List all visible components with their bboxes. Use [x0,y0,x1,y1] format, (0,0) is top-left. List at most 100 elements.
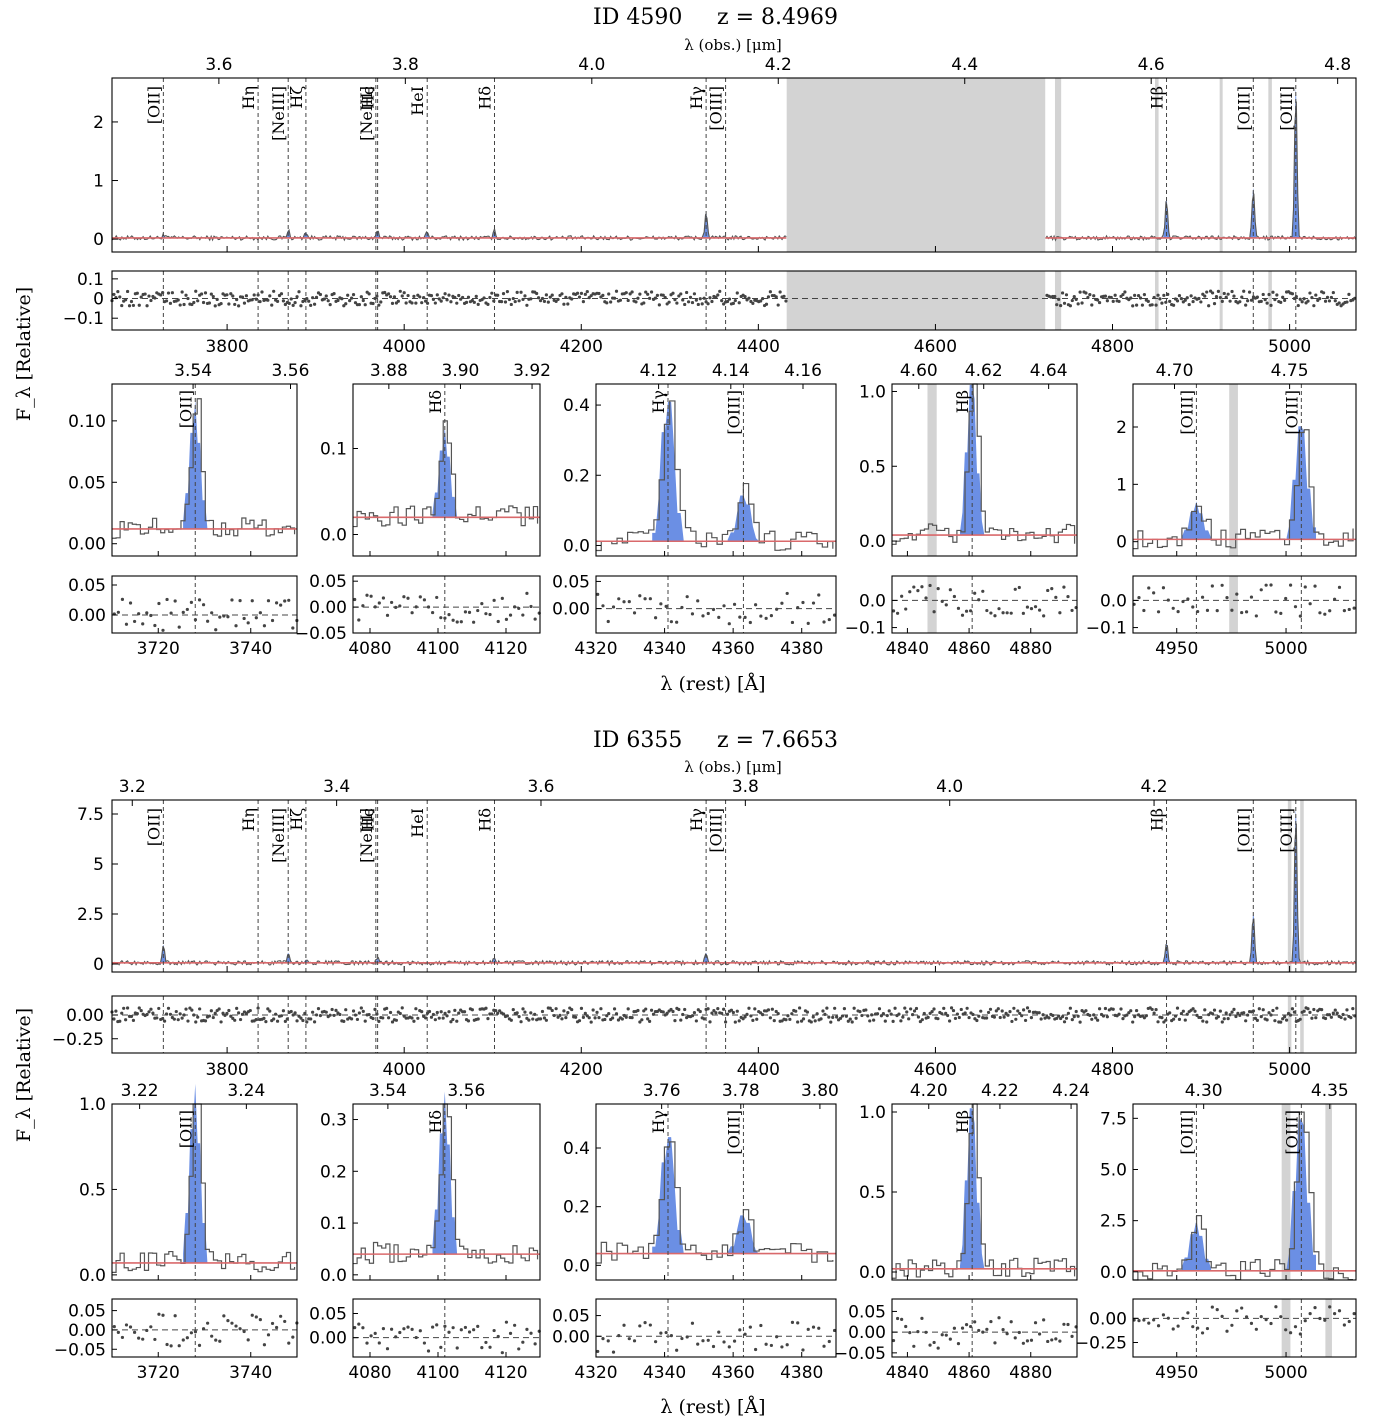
residual-point [1068,1006,1072,1010]
residual-point [1220,299,1224,303]
residual-point [944,1333,948,1337]
residual-point [1175,299,1180,303]
residual-point [332,1013,336,1018]
residual-point [772,1018,776,1023]
residual-point [1138,296,1143,300]
x-tick-label: 5000 [1268,337,1311,357]
residual-point [266,1333,271,1337]
residual-point [116,610,120,614]
residual-point [388,1010,393,1015]
residual-point [1313,584,1317,588]
residual-point [1070,1334,1074,1338]
residual-point [989,1319,993,1324]
residual-point [439,1345,443,1350]
residual-point [1225,1329,1229,1333]
residual-point [1055,303,1059,307]
residual-point [375,294,379,298]
y-tick-label: 5 [93,855,104,875]
residual-point [1177,294,1182,298]
residual-point [505,290,510,294]
residual-point [1300,300,1304,304]
residual-point [1267,1011,1271,1015]
residual-point [774,1009,778,1014]
residual-point [648,1019,652,1023]
residual-point [1283,298,1287,302]
residual-point [1090,1017,1094,1021]
residual-point [425,301,430,305]
residual-point [1296,303,1300,308]
residual-point [1029,1338,1034,1342]
y-tick-label: 0.05 [309,572,347,592]
residual-point [940,1012,944,1016]
residual-point [751,301,755,305]
zoom-residual-frame [1132,575,1357,634]
residual-point [431,1325,435,1329]
residual-point [932,1340,936,1345]
residual-point [1025,605,1030,609]
residual-point [1147,586,1151,590]
residual-point [262,1016,266,1021]
residual-point [1218,295,1222,300]
y-tick-label: 0.10 [68,412,106,432]
residual-point [234,1324,238,1328]
residual-point [875,1012,880,1016]
x-tick-label: 4000 [383,337,426,357]
residual-point [612,1007,617,1011]
main-frame [111,77,1357,253]
residual-point [597,1016,601,1020]
obs-tick-label: 4.64 [1030,361,1068,381]
residual-point [1152,1011,1156,1015]
residual-point [566,1011,570,1015]
residual-point [414,301,418,305]
residual-point [1191,1325,1195,1329]
residual-point [231,1016,235,1020]
residual-point [1088,1013,1092,1018]
residual-point [809,1020,813,1024]
residual-point [632,1339,637,1343]
residual-point [570,297,574,301]
residual-point [680,1336,684,1341]
residual-point [664,604,668,608]
residual-point [1068,304,1072,308]
residual-point [381,596,386,600]
residual-point [266,298,270,302]
residual-point [137,1006,141,1010]
residual-point [1123,290,1127,294]
residual-point [751,1018,755,1022]
residual-point [1216,1015,1221,1019]
residual-point [717,615,721,619]
residual-point [688,295,693,299]
residual-point [137,612,141,616]
residual-point [1029,607,1034,611]
residual-point [977,1328,981,1333]
residual-point [1070,608,1074,613]
residual-point [116,290,120,294]
residual-point [930,1009,934,1014]
residual-point [1274,1305,1278,1309]
residual-point [769,614,773,618]
y-tick-label: 0.0 [859,591,886,611]
residual-point [1008,1009,1012,1014]
residual-point [829,1020,833,1024]
y-tick-label: 0.00 [552,600,590,620]
residual-point [910,1013,915,1017]
residual-point [774,295,778,299]
residual-point [801,1348,805,1352]
residual-point [214,1338,218,1342]
residual-point [1333,299,1337,303]
residual-point [422,1341,427,1345]
residual-point [194,289,198,293]
residual-point [735,1009,739,1013]
residual-point [1318,297,1322,301]
residual-point [120,597,125,601]
residual-point [1023,1018,1028,1023]
y-tick-label: 0.05 [309,1305,347,1325]
residual-point [690,1014,695,1018]
residual-point [1323,1016,1328,1021]
residual-point [112,1017,116,1021]
residual-point [455,620,459,624]
residual-point [525,303,529,307]
residual-point [1154,1007,1158,1012]
residual-point [1290,292,1295,296]
residual-point [932,1007,936,1011]
